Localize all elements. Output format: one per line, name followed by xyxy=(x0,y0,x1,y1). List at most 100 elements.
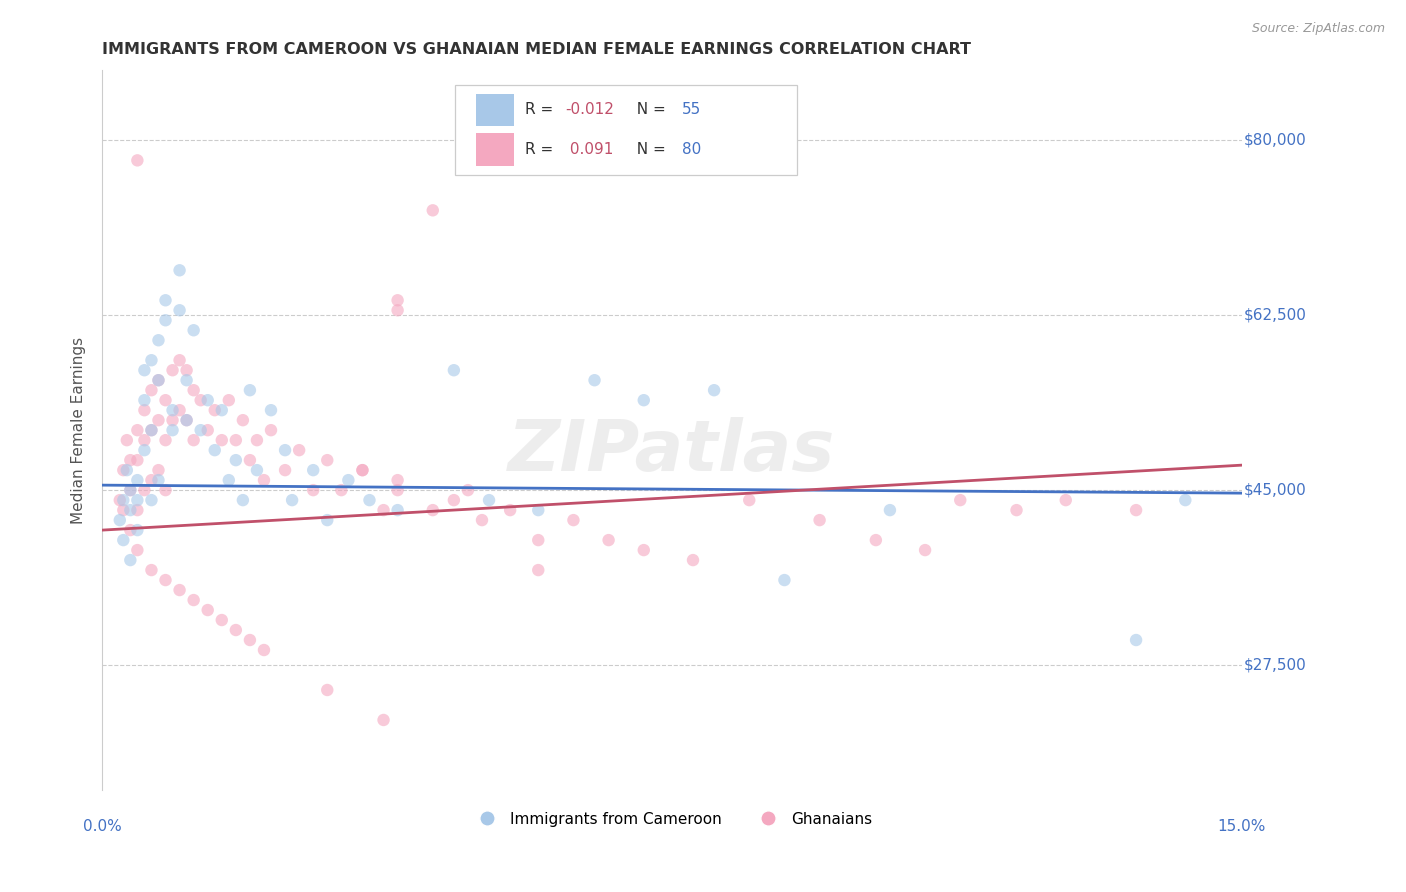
Point xyxy=(633,543,655,558)
Point xyxy=(155,483,177,497)
Point xyxy=(127,493,149,508)
Text: 15.0%: 15.0% xyxy=(1218,819,1265,834)
Point xyxy=(387,483,409,497)
Point xyxy=(190,423,212,437)
Point xyxy=(527,503,550,517)
Text: $27,500: $27,500 xyxy=(1244,657,1306,673)
Point xyxy=(141,353,163,368)
Point xyxy=(108,493,131,508)
Point xyxy=(1054,493,1077,508)
Text: 80: 80 xyxy=(682,142,702,157)
Point xyxy=(373,503,395,517)
Point xyxy=(387,473,409,487)
Y-axis label: Median Female Earnings: Median Female Earnings xyxy=(72,336,86,524)
Text: $45,000: $45,000 xyxy=(1244,483,1306,498)
Point xyxy=(148,373,170,387)
Point xyxy=(176,373,198,387)
Point xyxy=(352,463,374,477)
Point xyxy=(443,493,465,508)
Point xyxy=(148,413,170,427)
Point xyxy=(108,513,131,527)
Point xyxy=(260,403,283,417)
Point xyxy=(148,333,170,347)
Point xyxy=(478,493,501,508)
Point xyxy=(176,413,198,427)
Point xyxy=(274,463,297,477)
Point xyxy=(246,433,269,447)
Point xyxy=(1005,503,1028,517)
Point xyxy=(387,293,409,308)
Point xyxy=(562,513,585,527)
Point xyxy=(225,623,247,637)
Text: R =: R = xyxy=(524,103,558,118)
FancyBboxPatch shape xyxy=(475,94,513,126)
Point xyxy=(183,593,205,607)
Point xyxy=(127,473,149,487)
Point xyxy=(471,513,494,527)
Point xyxy=(169,263,191,277)
Point xyxy=(127,543,149,558)
Text: $62,500: $62,500 xyxy=(1244,308,1306,323)
Point xyxy=(169,583,191,598)
Point xyxy=(949,493,972,508)
Point xyxy=(1125,633,1147,648)
Text: ZIPatlas: ZIPatlas xyxy=(508,417,835,486)
Point xyxy=(190,393,212,408)
Point xyxy=(422,203,444,218)
Point xyxy=(457,483,479,497)
Point xyxy=(232,413,254,427)
Point xyxy=(134,363,156,377)
Point xyxy=(141,383,163,397)
Point xyxy=(879,503,901,517)
Point xyxy=(112,503,135,517)
Point xyxy=(316,683,339,698)
Point xyxy=(583,373,606,387)
Point xyxy=(359,493,381,508)
Point xyxy=(773,573,796,587)
Point xyxy=(112,533,135,547)
Point xyxy=(183,383,205,397)
Point xyxy=(387,303,409,318)
Point xyxy=(112,493,135,508)
Point xyxy=(197,393,219,408)
Point xyxy=(127,503,149,517)
Point xyxy=(141,473,163,487)
Point xyxy=(169,403,191,417)
Point xyxy=(330,483,353,497)
Point xyxy=(155,573,177,587)
Point xyxy=(527,563,550,577)
Point xyxy=(162,423,184,437)
Point xyxy=(176,413,198,427)
Point xyxy=(373,713,395,727)
Point xyxy=(225,433,247,447)
Point xyxy=(141,423,163,437)
Point xyxy=(197,603,219,617)
Point xyxy=(134,403,156,417)
Text: N =: N = xyxy=(627,142,671,157)
Point xyxy=(211,433,233,447)
Point xyxy=(134,393,156,408)
Point xyxy=(253,473,276,487)
Point xyxy=(134,433,156,447)
Point xyxy=(169,303,191,318)
Point xyxy=(183,433,205,447)
Point xyxy=(337,473,360,487)
Point xyxy=(260,423,283,437)
Point xyxy=(155,293,177,308)
Point xyxy=(148,373,170,387)
Point xyxy=(422,503,444,517)
Point xyxy=(274,443,297,458)
Point xyxy=(134,443,156,458)
Point xyxy=(352,463,374,477)
Point xyxy=(1174,493,1197,508)
Text: $80,000: $80,000 xyxy=(1244,133,1306,148)
Point xyxy=(183,323,205,337)
Point xyxy=(162,403,184,417)
Point xyxy=(246,463,269,477)
Text: 55: 55 xyxy=(682,103,702,118)
Point xyxy=(211,613,233,627)
Point xyxy=(239,383,262,397)
Point xyxy=(127,523,149,537)
Point xyxy=(134,483,156,497)
Point xyxy=(148,463,170,477)
